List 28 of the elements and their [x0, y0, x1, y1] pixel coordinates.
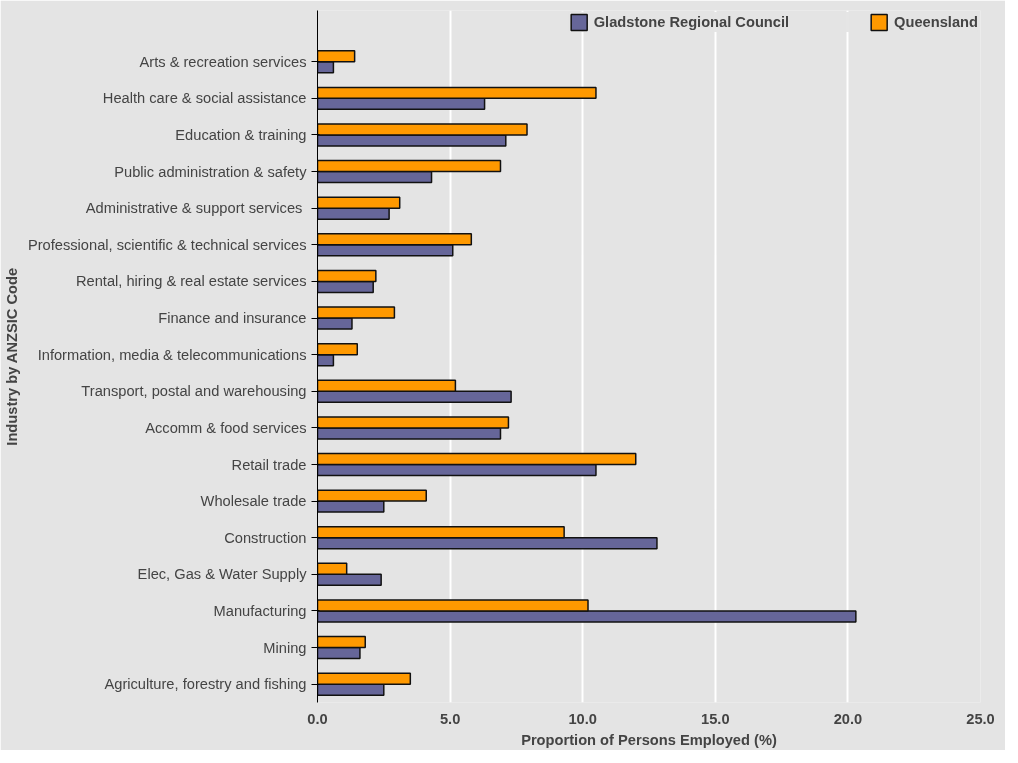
y-tick-label: Wholesale trade: [200, 493, 307, 510]
y-tick-label: Public administration & safety: [114, 163, 308, 180]
x-axis-title: Proportion of Persons Employed (%): [521, 731, 777, 748]
x-tick-label: 20.0: [833, 710, 863, 727]
x-tick-label: 0.0: [307, 710, 328, 727]
y-tick-label: Elec, Gas & Water Supply: [137, 566, 308, 583]
legend-label: Queensland: [894, 14, 978, 30]
y-tick-label: Administrative & support services: [85, 200, 303, 217]
y-tick-label: Agriculture, forestry and fishing: [104, 676, 307, 693]
x-tick-label: 10.0: [568, 710, 597, 727]
y-tick-label: Retail trade: [231, 456, 307, 473]
legend-label: Gladstone Regional Council: [593, 14, 790, 30]
y-tick-label: Accomm & food services: [145, 419, 307, 436]
x-tick-label: 5.0: [439, 710, 461, 727]
y-tick-label: Education & training: [175, 126, 307, 143]
y-tick-label: Finance and insurance: [158, 310, 307, 327]
x-tick-label: 15.0: [701, 710, 730, 727]
y-tick-label: Transport, postal and warehousing: [81, 383, 307, 400]
y-tick-label: Information, media & telecommunications: [37, 346, 307, 363]
y-tick-label: Professional, scientific & technical services: [27, 236, 307, 253]
y-tick-label: Construction: [224, 529, 307, 546]
y-tick-label: Arts & recreation services: [139, 53, 307, 70]
y-tick-label: Health care & social assistance: [102, 90, 307, 107]
y-tick-label: Manufacturing: [213, 602, 307, 619]
y-tick-label: Mining: [263, 639, 307, 656]
y-axis-title: Industry by ANZSIC Code: [3, 267, 20, 446]
y-tick-label: Rental, hiring & real estate services: [75, 273, 307, 290]
x-tick-label: 25.0: [966, 710, 995, 727]
